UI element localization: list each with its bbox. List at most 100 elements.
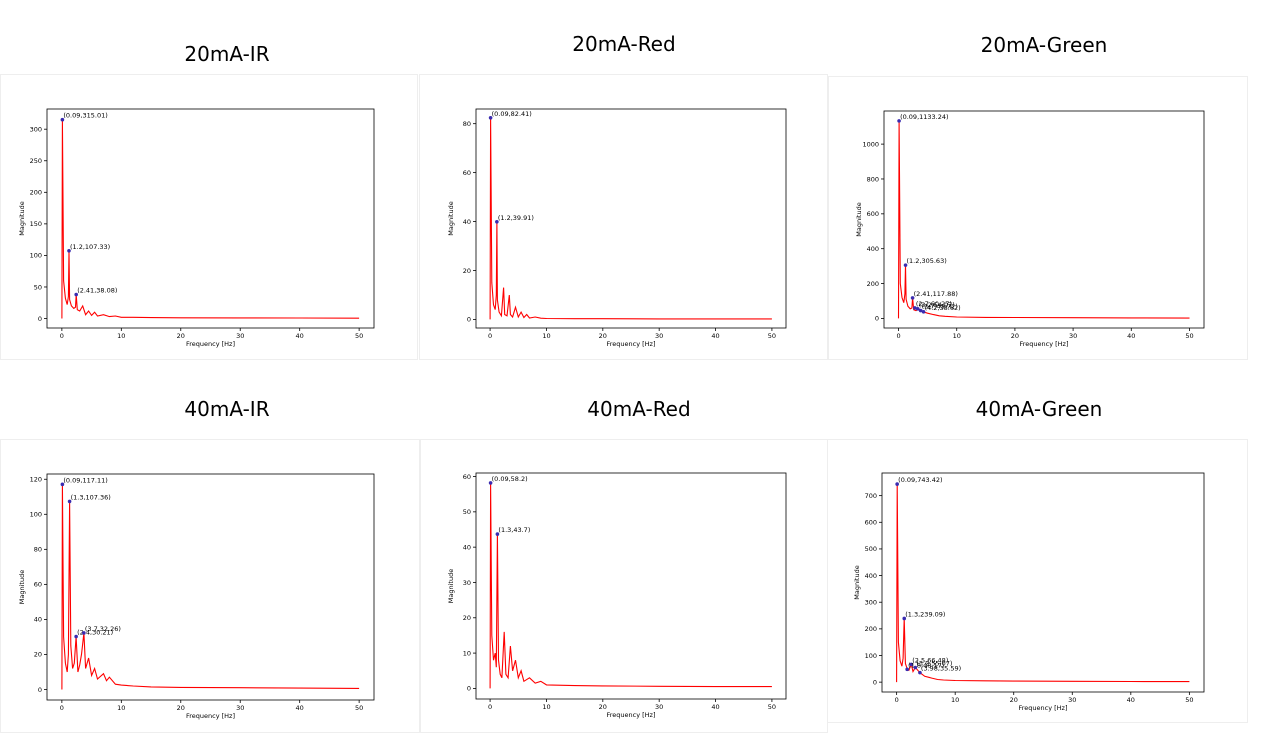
peak-label: (1.3,43.7) — [498, 526, 530, 534]
y-tick-label: 1000 — [862, 140, 879, 148]
peak-label: (0.09,82.41) — [492, 110, 532, 118]
y-axis-label: Magnitude — [447, 201, 455, 235]
peak-marker — [903, 263, 908, 267]
peak-marker — [67, 248, 71, 253]
spectrum-line — [489, 482, 772, 689]
peak-marker — [909, 662, 914, 667]
peak-marker — [902, 616, 907, 621]
chart-title-40ma-ir: 40mA-IR — [184, 397, 270, 421]
peak-label: (3.98,35.59) — [921, 665, 961, 673]
x-tick-label: 30 — [655, 332, 663, 340]
peak-marker — [913, 306, 917, 310]
y-tick-label: 50 — [463, 508, 471, 516]
x-tick-label: 0 — [60, 704, 64, 712]
peak-marker — [910, 296, 915, 300]
plot-frame — [475, 108, 787, 329]
spectrum-line — [61, 484, 360, 690]
x-tick-label: 40 — [711, 703, 719, 711]
y-tick-label: 60 — [463, 169, 471, 177]
peak-label: (1.8,48.17) — [908, 661, 944, 669]
x-tick-label: 0 — [896, 332, 900, 340]
x-tick-label: 40 — [296, 332, 304, 340]
x-tick-label: 40 — [711, 332, 719, 340]
peak-label: (2.41,38.08) — [77, 286, 117, 294]
y-tick-label: 80 — [463, 120, 471, 128]
x-axis-label: Frequency [Hz] — [606, 711, 655, 719]
y-tick-label: 500 — [865, 545, 877, 553]
plot-frame — [475, 472, 787, 700]
y-tick-label: 0 — [875, 315, 879, 323]
y-tick-label: 400 — [865, 572, 877, 580]
plot-frame — [46, 108, 375, 329]
peak-label: (3.7,45.72) — [922, 303, 958, 311]
peak-label: (3.2,55.07) — [916, 659, 952, 667]
chart-title-20ma-ir: 20mA-IR — [184, 42, 270, 66]
y-tick-label: 0 — [38, 315, 42, 323]
peak-marker — [74, 292, 78, 297]
peak-marker — [495, 219, 499, 224]
peak-marker — [82, 631, 86, 635]
y-axis-label: Magnitude — [18, 570, 26, 604]
x-tick-label: 30 — [1069, 332, 1077, 340]
peak-label: (2.4,30.21) — [77, 629, 113, 637]
y-tick-label: 150 — [30, 220, 42, 228]
x-axis-label: Frequency [Hz] — [186, 340, 235, 348]
peak-label: (0.09,117.11) — [63, 476, 107, 484]
y-tick-label: 100 — [30, 252, 42, 260]
chart-title-40ma-green: 40mA-Green — [975, 397, 1103, 421]
peak-label: (2.41,117.88) — [914, 290, 958, 298]
x-tick-label: 30 — [655, 703, 663, 711]
peak-marker — [913, 665, 918, 670]
y-tick-label: 20 — [463, 267, 471, 275]
x-tick-label: 0 — [60, 332, 64, 340]
chart-panel-20ma-red — [419, 74, 828, 360]
peak-label: (2.7,60.27) — [916, 300, 952, 308]
x-tick-label: 30 — [1068, 696, 1076, 704]
chart-2: 0 10 20 30 40 50 0 200 400 600 800 1000 Frequency [H… — [855, 110, 1205, 348]
x-tick-label: 30 — [236, 332, 244, 340]
x-tick-label: 10 — [953, 332, 961, 340]
y-tick-label: 40 — [463, 218, 471, 226]
peak-label: (0.09,315.01) — [63, 112, 107, 120]
y-tick-label: 60 — [463, 473, 471, 481]
chart-4: 0 10 20 30 40 50 0 10 20 30 40 50 60 Frequency [Hz] Ma… — [447, 472, 787, 719]
x-tick-label: 0 — [488, 703, 492, 711]
chart-title-40ma-red: 40mA-Red — [587, 397, 691, 421]
y-tick-label: 800 — [867, 175, 879, 183]
y-tick-label: 0 — [467, 316, 471, 324]
y-tick-label: 60 — [34, 581, 42, 589]
x-tick-label: 40 — [296, 704, 304, 712]
chart-1: 0 10 20 30 40 50 0 20 40 60 80 Frequency [Hz] Magnit… — [447, 108, 787, 348]
y-tick-label: 100 — [30, 511, 42, 519]
x-tick-label: 50 — [1185, 696, 1193, 704]
x-tick-label: 10 — [117, 332, 125, 340]
y-tick-label: 200 — [865, 625, 877, 633]
peak-marker — [905, 667, 909, 672]
x-tick-label: 20 — [1010, 696, 1018, 704]
x-tick-label: 50 — [768, 703, 776, 711]
x-tick-label: 20 — [177, 332, 185, 340]
y-axis-label: Magnitude — [18, 201, 26, 235]
x-axis-label: Frequency [Hz] — [1018, 704, 1067, 712]
chart-panel-20ma-ir — [0, 74, 418, 360]
spectrum-line — [489, 117, 772, 320]
peak-marker — [74, 634, 78, 639]
x-tick-label: 0 — [895, 696, 899, 704]
y-tick-label: 80 — [34, 546, 42, 554]
peak-label: (3.2,54.07) — [919, 301, 955, 309]
peak-label: (1.2,107.33) — [70, 243, 110, 251]
chart-0: 0 10 20 30 40 50 0 50 100 150 200 250 300 Frequency [… — [18, 108, 375, 348]
y-tick-label: 40 — [463, 543, 471, 551]
x-axis-label: Frequency [Hz] — [1019, 340, 1068, 348]
y-tick-label: 0 — [38, 686, 42, 694]
peak-marker — [495, 532, 500, 536]
y-axis-label: Magnitude — [855, 202, 863, 236]
y-tick-label: 30 — [463, 579, 471, 587]
peak-marker — [895, 482, 899, 486]
chart-5: 0 10 20 30 40 500100200300400500600700Frequen… — [853, 472, 1205, 712]
x-tick-label: 50 — [1185, 332, 1193, 340]
y-tick-label: 300 — [865, 599, 877, 607]
y-tick-label: 50 — [34, 283, 42, 291]
peak-label: (2.5,66.48) — [912, 656, 948, 664]
x-tick-label: 20 — [1011, 332, 1019, 340]
